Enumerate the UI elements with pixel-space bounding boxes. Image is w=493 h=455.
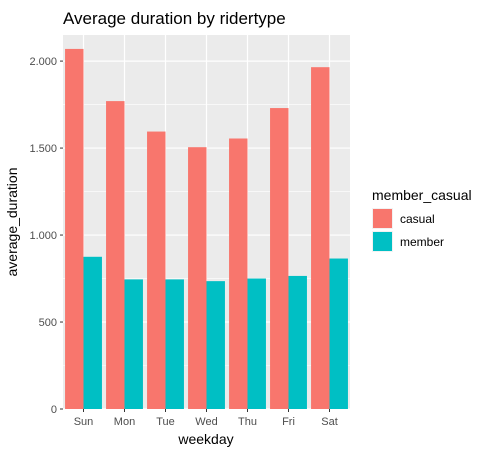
x-tick-label: Tue bbox=[156, 416, 175, 428]
bar-casual-sun bbox=[65, 48, 84, 409]
bar-casual-sat bbox=[311, 67, 330, 409]
x-tick-label: Thu bbox=[238, 416, 257, 428]
bar-casual-tue bbox=[147, 131, 166, 409]
y-axis: 0 500 1.000 1.500 2.000 bbox=[29, 56, 63, 416]
x-axis: Sun Mon Tue Wed Thu Fri Sat bbox=[74, 409, 338, 428]
x-tick-label: Mon bbox=[114, 416, 135, 428]
bar-casual-wed bbox=[188, 147, 207, 409]
legend-label-member: member bbox=[400, 235, 444, 249]
y-tick-label: 1.500 bbox=[29, 143, 57, 155]
y-axis-title: average_duration bbox=[4, 168, 20, 277]
bar-member-sat bbox=[329, 258, 348, 409]
bar-casual-mon bbox=[106, 101, 125, 409]
y-tick-label: 0 bbox=[51, 404, 57, 416]
y-tick-label: 2.000 bbox=[29, 56, 57, 68]
bar-casual-thu bbox=[229, 138, 248, 409]
legend-title: member_casual bbox=[372, 187, 472, 203]
bar-member-tue bbox=[165, 279, 184, 409]
bar-member-wed bbox=[206, 281, 225, 409]
x-tick-label: Wed bbox=[195, 416, 217, 428]
x-tick-label: Sun bbox=[74, 416, 94, 428]
x-tick-label: Fri bbox=[282, 416, 295, 428]
y-tick-label: 1.000 bbox=[29, 230, 57, 242]
legend-key-casual bbox=[373, 209, 392, 228]
y-tick-label: 500 bbox=[39, 317, 57, 329]
bar-member-mon bbox=[124, 279, 143, 409]
legend-label-casual: casual bbox=[400, 212, 435, 226]
chart-title: Average duration by ridertype bbox=[63, 9, 286, 28]
bars bbox=[65, 48, 348, 410]
bar-member-thu bbox=[247, 278, 266, 409]
legend-key-member bbox=[373, 232, 392, 251]
legend: member_casual casual member bbox=[372, 187, 472, 252]
bar-member-fri bbox=[288, 275, 307, 409]
x-axis-title: weekday bbox=[177, 431, 233, 447]
bar-member-sun bbox=[83, 256, 102, 409]
x-tick-label: Sat bbox=[321, 416, 338, 428]
bar-casual-fri bbox=[270, 108, 289, 410]
